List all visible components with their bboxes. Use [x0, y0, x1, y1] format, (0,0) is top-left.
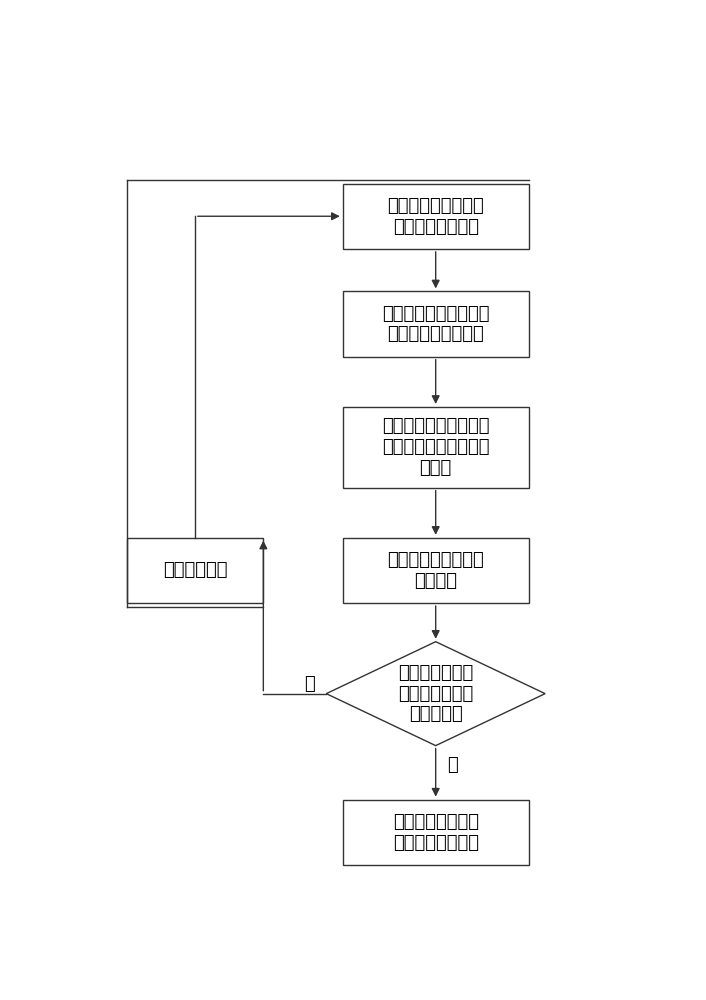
Text: 否: 否: [304, 675, 315, 693]
FancyBboxPatch shape: [342, 407, 529, 488]
Text: 建立实验数据与测试结
果之间的多元线性回归
方程组: 建立实验数据与测试结 果之间的多元线性回归 方程组: [382, 417, 489, 477]
Text: 对表面粗糙度预测值
进行求解: 对表面粗糙度预测值 进行求解: [388, 551, 484, 590]
FancyBboxPatch shape: [342, 538, 529, 603]
Text: 合并模型数据组，
输出最终预测模型: 合并模型数据组， 输出最终预测模型: [393, 813, 479, 852]
Text: 是: 是: [447, 756, 457, 774]
FancyBboxPatch shape: [126, 538, 263, 603]
Text: 将切削参数数据与表面
粗糙度实测值格式化: 将切削参数数据与表面 粗糙度实测值格式化: [382, 305, 489, 343]
Polygon shape: [326, 642, 545, 746]
Text: 回归插补处理: 回归插补处理: [162, 561, 227, 579]
FancyBboxPatch shape: [342, 800, 529, 865]
FancyBboxPatch shape: [342, 184, 529, 249]
FancyBboxPatch shape: [342, 291, 529, 357]
Text: 误差检验，判断
误差是否小于给
定误差阈值: 误差检验，判断 误差是否小于给 定误差阈值: [398, 664, 473, 723]
Text: 获取切削参数数据与
表面粗糙度实测值: 获取切削参数数据与 表面粗糙度实测值: [388, 197, 484, 236]
